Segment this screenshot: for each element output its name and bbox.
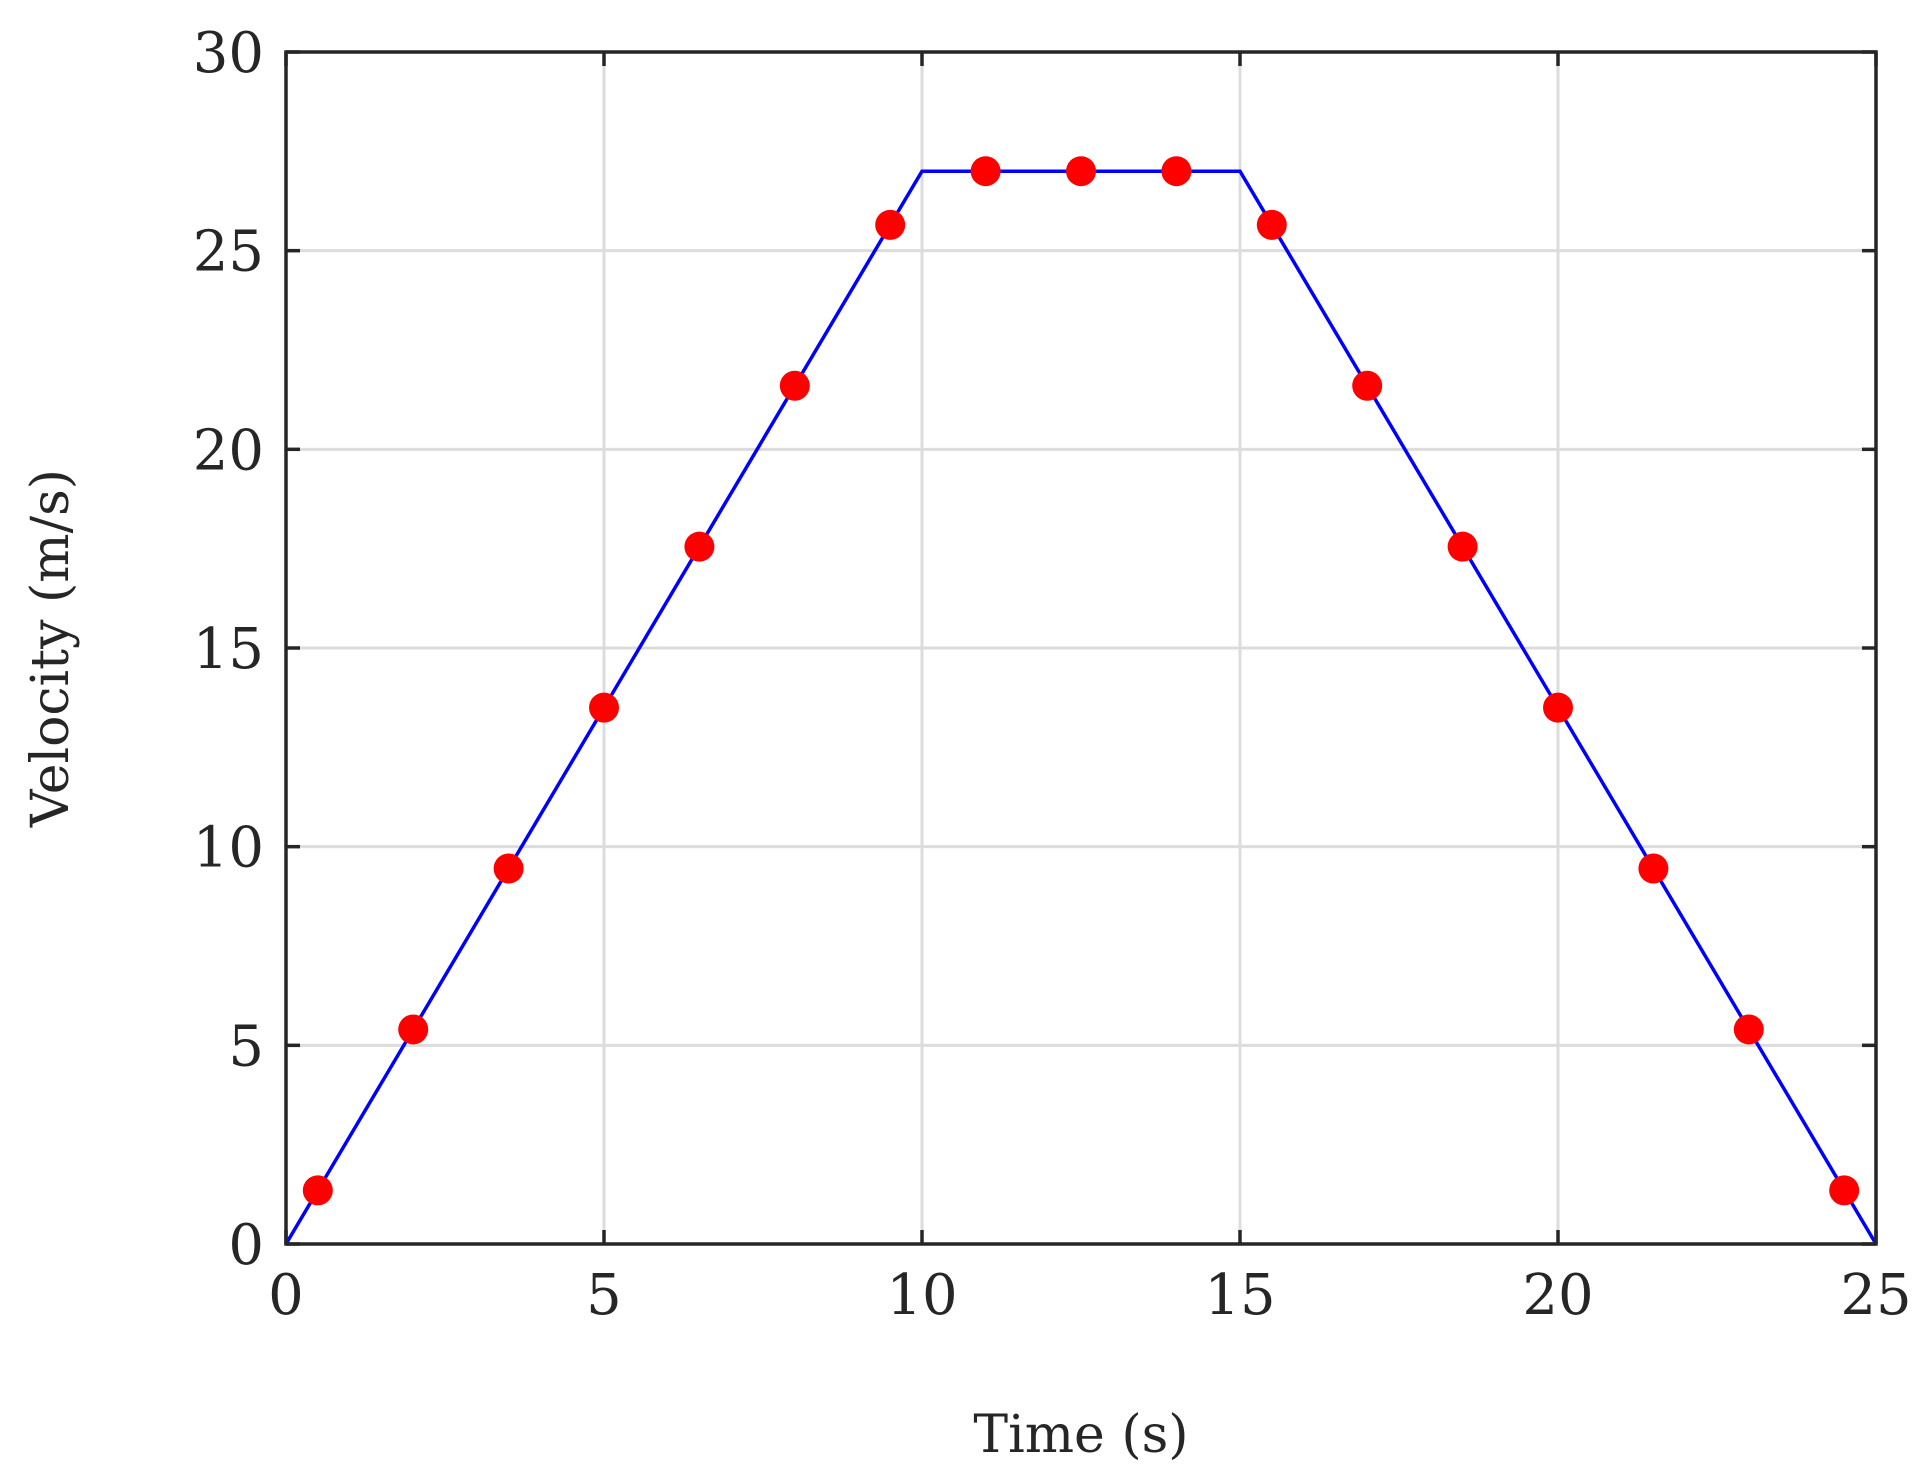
data-point: [1352, 370, 1383, 401]
series-line: [284, 169, 1878, 1245]
x-tick-label: 25: [1840, 1263, 1911, 1328]
y-axis-label: Velocity (m/s): [21, 469, 81, 828]
x-tick-label: 0: [268, 1263, 304, 1328]
data-point: [493, 853, 524, 884]
data-point: [1256, 209, 1287, 240]
y-tick-label: 15: [193, 617, 264, 682]
y-tick-label: 10: [193, 816, 264, 881]
y-tick-label: 20: [193, 418, 264, 483]
y-tick-label: 0: [228, 1213, 264, 1278]
y-tick-label: 5: [228, 1014, 264, 1079]
data-point: [398, 1014, 429, 1045]
data-point: [589, 692, 619, 723]
data-point: [875, 209, 906, 240]
data-point: [1066, 156, 1096, 187]
data-point: [1829, 1175, 1860, 1206]
plot-area: [284, 156, 1878, 1245]
x-tick-label: 20: [1522, 1263, 1593, 1328]
tick-labels: 0 5 10 15 20 25 0 5 10 15 20 25 30: [193, 21, 1912, 1328]
data-point: [779, 370, 810, 401]
x-tick-label: 5: [586, 1263, 622, 1328]
data-point: [1447, 531, 1478, 562]
axis-ticks: [284, 50, 1878, 1246]
data-point: [1543, 692, 1573, 723]
y-tick-label: 30: [193, 21, 264, 86]
grid: [286, 52, 1876, 1244]
y-tick-label: 25: [193, 220, 264, 285]
data-point: [684, 531, 715, 562]
data-point: [1638, 853, 1669, 884]
x-axis-label: Time (s): [973, 1405, 1188, 1465]
x-tick-label: 10: [886, 1263, 957, 1328]
data-point: [970, 156, 1001, 187]
x-tick-label: 15: [1204, 1263, 1275, 1328]
data-point: [1733, 1014, 1764, 1045]
data-point: [302, 1175, 333, 1206]
data-point: [1161, 156, 1192, 187]
